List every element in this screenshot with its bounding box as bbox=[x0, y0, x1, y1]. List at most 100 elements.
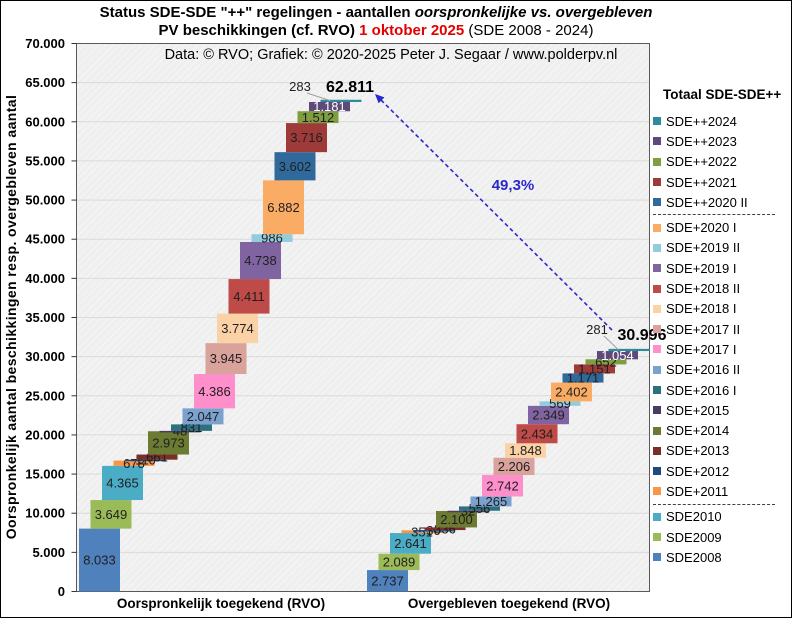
bar-value-label: 2.089 bbox=[383, 554, 416, 569]
legend-item-SDE+2019-II: SDE+2019 II bbox=[653, 238, 791, 258]
legend-item-SDE+2017-II: SDE+2017 II bbox=[653, 319, 791, 339]
bar-segment-SDE++2024 bbox=[608, 348, 650, 352]
legend-label: SDE2008 bbox=[666, 549, 722, 565]
legend-label: SDE2010 bbox=[666, 509, 722, 525]
bar-segment-SDE++2022 bbox=[297, 111, 339, 124]
legend-swatch bbox=[653, 198, 661, 207]
legend-label: SDE+2018 II bbox=[666, 281, 741, 297]
bar-segment-SDE++2023 bbox=[309, 101, 350, 112]
legend-label: SDE+2018 I bbox=[666, 301, 737, 317]
bar-segment-SDE+2016-I bbox=[459, 506, 500, 511]
label-leader-line bbox=[306, 92, 331, 102]
legend-swatch bbox=[653, 325, 661, 334]
bar-value-label: 2.641 bbox=[394, 536, 427, 551]
legend-item-SDE+2015: SDE+2015 bbox=[653, 400, 791, 420]
chart-title: Status SDE-SDE "++" regelingen - aantall… bbox=[31, 4, 721, 40]
legend-swatch bbox=[653, 117, 661, 126]
legend-swatch bbox=[653, 178, 661, 187]
legend-swatch bbox=[653, 512, 661, 521]
legend-label: SDE++2022 bbox=[666, 154, 737, 170]
bar-segment-SDE++2024 bbox=[320, 99, 362, 102]
reduction-arrow bbox=[380, 99, 613, 331]
chart-title-line2: PV beschikkingen (cf. RVO) 1 oktober 202… bbox=[31, 22, 721, 40]
bar-segment-SDE+2012 bbox=[413, 530, 454, 532]
y-tick-label: 35.000 bbox=[25, 310, 65, 325]
bar-segment-SDE2010 bbox=[390, 533, 431, 554]
x-axis-label-original: Oorspronkelijk toegekend (RVO) bbox=[116, 596, 326, 611]
legend-item-SDE++2023: SDE++2023 bbox=[653, 131, 791, 151]
legend-label: SDE+2017 I bbox=[666, 341, 737, 357]
bar-segment-SDE+2019-II bbox=[539, 401, 581, 406]
legend-swatch bbox=[653, 386, 661, 394]
y-tick-label: 0 bbox=[58, 584, 65, 599]
bar-segment-SDE+2013 bbox=[136, 454, 178, 460]
bar-segment-SDE2008 bbox=[79, 528, 120, 592]
bar-segment-SDE+2011 bbox=[401, 530, 443, 534]
legend-item-SDE+2019-I: SDE+2019 I bbox=[653, 258, 791, 278]
bar-segment-SDE++2023 bbox=[597, 351, 638, 360]
legend: Totaal SDE-SDE++ SDE++2024 SDE++2023 SDE++… bbox=[653, 87, 791, 568]
label-leader-line bbox=[603, 335, 619, 351]
bar-segment-SDE2008 bbox=[367, 570, 408, 592]
legend-swatch bbox=[653, 345, 661, 354]
legend-label: SDE++2024 bbox=[666, 113, 737, 129]
y-tick-label: 65.000 bbox=[25, 75, 65, 90]
legend-item-SDE++2022: SDE++2022 bbox=[653, 152, 791, 172]
bar-segment-SDE+2011 bbox=[113, 460, 155, 466]
legend-swatch bbox=[653, 365, 661, 374]
chart-subtitle: Data: © RVO; Grafiek: © 2020-2025 Peter … bbox=[164, 47, 618, 63]
bar-segment-SDE+2014 bbox=[436, 510, 477, 528]
bar-segment-SDE+2015 bbox=[447, 510, 489, 513]
legend-swatch bbox=[653, 137, 661, 146]
y-tick-label: 55.000 bbox=[25, 153, 65, 168]
bar-value-label: 1.181 bbox=[313, 99, 346, 114]
y-tick-label: 5.000 bbox=[32, 545, 65, 560]
legend-label: SDE+2016 II bbox=[666, 362, 741, 378]
chart-title-line1: Status SDE-SDE "++" regelingen - aantall… bbox=[31, 4, 721, 22]
bar-segment-SDE+2020-I bbox=[551, 382, 592, 402]
legend-swatch bbox=[653, 264, 661, 273]
legend-swatch bbox=[653, 446, 661, 455]
legend-swatch bbox=[653, 426, 661, 435]
bar-value-label: 3.602 bbox=[279, 159, 312, 174]
legend-swatch bbox=[653, 553, 661, 562]
bar-segment-SDE+2016-I bbox=[171, 424, 212, 431]
legend-item-SDE+2020-I: SDE+2020 I bbox=[653, 217, 791, 237]
legend-item-SDE2009: SDE2009 bbox=[653, 527, 791, 547]
title-date: 1 oktober 2025 bbox=[359, 22, 465, 39]
bar-segment-SDE+2017-I bbox=[194, 374, 235, 409]
y-tick-label: 25.000 bbox=[25, 388, 65, 403]
legend-item-SDE++2021: SDE++2021 bbox=[653, 172, 791, 192]
bar-value-label: 4.365 bbox=[106, 476, 139, 491]
y-tick-label: 45.000 bbox=[25, 232, 65, 247]
bar-value-label: 3.716 bbox=[290, 130, 323, 145]
bar-value-label: 3.945 bbox=[210, 351, 243, 366]
legend-label: SDE++2020 II bbox=[666, 194, 748, 210]
legend-separator bbox=[653, 214, 775, 216]
reduction-percent-label: 49,3% bbox=[492, 177, 535, 194]
legend-item-SDE+2018-I: SDE+2018 I bbox=[653, 299, 791, 319]
legend-item-SDE+2012: SDE+2012 bbox=[653, 461, 791, 481]
bar-segment-SDE2009 bbox=[378, 553, 420, 571]
bar-segment-SDE+2016-II bbox=[470, 496, 512, 507]
bar-segment-SDE++2021 bbox=[286, 123, 327, 153]
legend-label: SDE+2017 II bbox=[666, 321, 741, 337]
legend-label: SDE+2013 bbox=[666, 443, 730, 459]
legend-label: SDE+2019 I bbox=[666, 260, 737, 276]
legend-swatch bbox=[653, 243, 661, 252]
legend-item-SDE+2011: SDE+2011 bbox=[653, 481, 791, 501]
title-italic-text: oorspronkelijke vs. overgebleven bbox=[414, 4, 653, 21]
legend-label: SDE+2014 bbox=[666, 423, 730, 439]
x-axis-label-remaining: Overgebleven toegekend (RVO) bbox=[407, 596, 611, 611]
y-tick-label: 30.000 bbox=[25, 349, 65, 364]
bar-value-label: 2.206 bbox=[498, 459, 531, 474]
legend-label: SDE+2011 bbox=[666, 483, 729, 499]
bar-segment-SDE+2018-I bbox=[217, 313, 258, 344]
y-tick-label: 20.000 bbox=[25, 427, 65, 442]
legend-label: SDE++2021 bbox=[666, 174, 737, 190]
bar-value-label: 4.411 bbox=[233, 289, 265, 304]
bar-value-label: 2.434 bbox=[521, 426, 554, 441]
bar-value-label: 2.402 bbox=[555, 385, 588, 400]
bar-segment-SDE+2020-I bbox=[263, 180, 304, 235]
